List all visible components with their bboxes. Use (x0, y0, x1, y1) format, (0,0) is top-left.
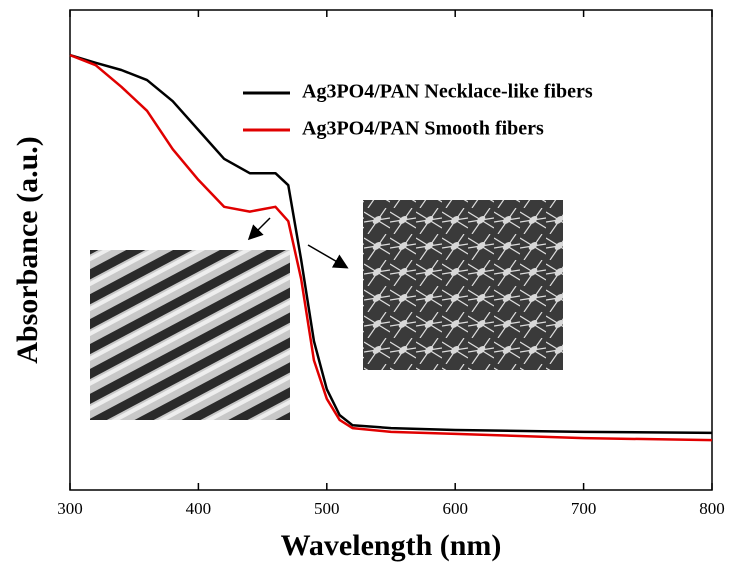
arrow (308, 245, 346, 267)
inset-image-necklace (363, 200, 563, 370)
x-tick-label: 700 (571, 499, 597, 518)
x-tick-label: 300 (57, 499, 83, 518)
x-tick-label: 800 (699, 499, 725, 518)
x-axis-title: Wavelength (nm) (281, 529, 502, 562)
y-axis-title: Absorbance (a.u.) (11, 136, 44, 364)
chart: Wavelength (nm) Absorbance (a.u.) 300 400… (0, 0, 734, 571)
inset-image-smooth (90, 250, 290, 420)
x-tick-label: 600 (442, 499, 468, 518)
legend-label: Ag3PO4/PAN Necklace-like fibers (302, 81, 593, 103)
arrow (250, 218, 270, 238)
x-tick-label: 500 (314, 499, 340, 518)
page: {"chart_data": {"type": "line", "xlabel"… (0, 0, 734, 571)
x-tick-label: 400 (186, 499, 212, 518)
legend-label: Ag3PO4/PAN Smooth fibers (302, 118, 544, 140)
